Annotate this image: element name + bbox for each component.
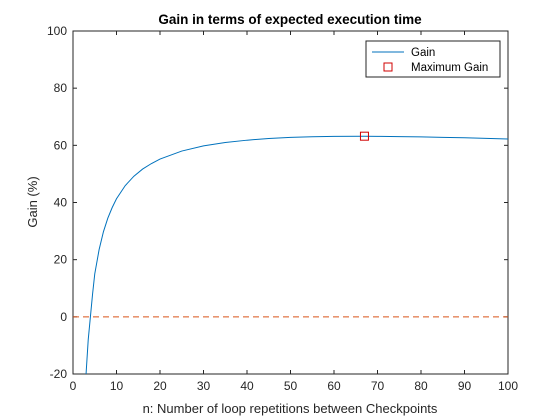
x-tick-label: 0 <box>70 379 77 393</box>
x-tick-label: 100 <box>498 379 518 393</box>
chart-title: Gain in terms of expected execution time <box>158 12 422 27</box>
legend-maximum-gain-swatch <box>383 62 393 72</box>
x-tick-label: 30 <box>197 379 211 393</box>
y-tick-label: 0 <box>60 310 67 324</box>
legend-gain-label: Gain <box>411 47 435 59</box>
plot-area <box>72 30 509 375</box>
y-tick-label: 40 <box>54 196 68 210</box>
series-gain-line <box>85 135 508 374</box>
y-tick-label: 80 <box>54 81 68 95</box>
series-layer <box>73 131 508 374</box>
x-tick-label: 40 <box>240 379 254 393</box>
x-tick-label: 20 <box>153 379 167 393</box>
y-tick-label: 60 <box>54 138 68 152</box>
y-tick-label: -20 <box>50 367 68 381</box>
legend: Gain Maximum Gain <box>365 40 501 78</box>
x-tick-label: 90 <box>458 379 472 393</box>
x-tick-label: 70 <box>371 379 385 393</box>
x-axis-label: n: Number of loop repetitions between Ch… <box>143 401 438 416</box>
maximum-gain-marker <box>359 131 369 141</box>
x-tick-label: 80 <box>414 379 428 393</box>
legend-maximum-gain-label: Maximum Gain <box>411 62 488 74</box>
y-tick-label: 20 <box>54 253 68 267</box>
x-tick-label: 10 <box>110 379 124 393</box>
y-tick-label: 100 <box>47 24 67 38</box>
plot-box <box>72 30 509 375</box>
x-tick-label: 50 <box>284 379 298 393</box>
y-axis-label: Gain (%) <box>25 176 40 227</box>
x-tick-label: 60 <box>327 379 341 393</box>
